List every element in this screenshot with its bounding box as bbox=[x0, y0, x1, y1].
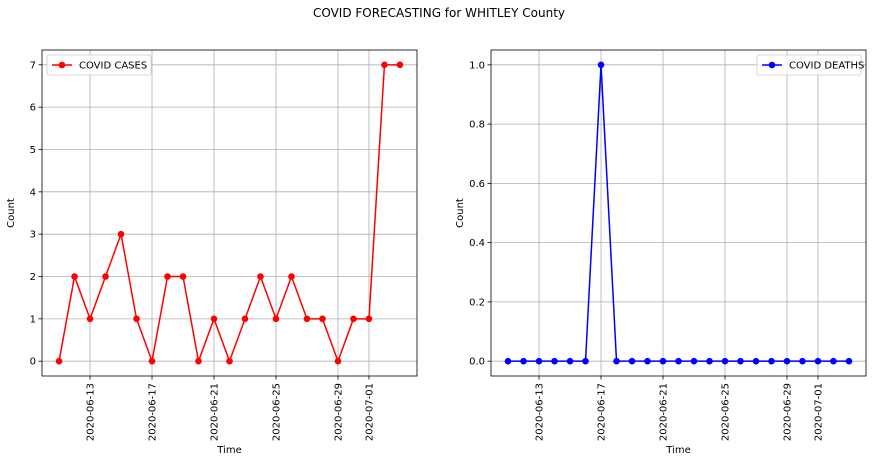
cases-data-point bbox=[179, 273, 187, 280]
cases-data-point bbox=[272, 315, 280, 323]
deaths-data-point bbox=[566, 357, 574, 365]
cases-legend-marker bbox=[58, 61, 66, 69]
deaths-axes-frame bbox=[490, 49, 867, 377]
cases-data-point bbox=[117, 230, 125, 238]
cases-chart: 0 1 2 3 4 5 6 7 2020-06-13 2020-06-17 2020-06-21 20… bbox=[6, 49, 418, 456]
deaths-ytick-label: 0.2 bbox=[469, 297, 485, 308]
deaths-xtick-label: 2020-06-21 bbox=[659, 383, 670, 441]
deaths-legend-box bbox=[756, 54, 862, 76]
cases-data-point bbox=[210, 315, 218, 323]
cases-xtick-label: 2020-06-29 bbox=[333, 383, 344, 441]
cases-ytick-label: 3 bbox=[30, 230, 36, 241]
deaths-xtick-label: 2020-06-29 bbox=[782, 383, 793, 441]
figure-title: COVID FORECASTING for WHITLEY County bbox=[313, 6, 565, 20]
deaths-data-point bbox=[644, 357, 651, 365]
cases-data-point bbox=[102, 273, 109, 280]
cases-xtick-label: 2020-06-21 bbox=[210, 383, 221, 441]
cases-data-point bbox=[86, 315, 94, 323]
cases-xtick-label: 2020-07-01 bbox=[364, 383, 375, 441]
deaths-xtick-label: 2020-07-01 bbox=[813, 383, 824, 441]
cases-ytick-label: 2 bbox=[30, 272, 36, 283]
deaths-data-point bbox=[659, 357, 667, 365]
cases-data-point bbox=[365, 315, 373, 323]
deaths-data-point bbox=[814, 357, 822, 365]
cases-data-point bbox=[381, 61, 388, 69]
cases-data-point bbox=[164, 273, 171, 280]
cases-data-point bbox=[241, 315, 249, 323]
cases-data-point bbox=[350, 315, 357, 323]
deaths-legend-label: COVID DEATHS bbox=[789, 61, 864, 72]
cases-data-point bbox=[319, 315, 326, 323]
deaths-data-point bbox=[721, 357, 729, 365]
deaths-data-point bbox=[551, 357, 558, 365]
deaths-legend-marker bbox=[768, 61, 776, 69]
deaths-data-point bbox=[737, 357, 744, 365]
cases-data-point bbox=[148, 357, 156, 365]
deaths-data-point bbox=[845, 357, 853, 365]
deaths-chart: 0.0 0.2 0.4 0.6 0.8 1.0 2020-06-13 2020-06-17 20… bbox=[455, 49, 867, 456]
cases-data-point bbox=[71, 273, 78, 280]
cases-data-point bbox=[133, 315, 140, 323]
cases-data-point bbox=[303, 315, 311, 323]
deaths-xtick-label: 2020-06-13 bbox=[535, 383, 546, 441]
cases-xtick-label: 2020-06-13 bbox=[86, 383, 97, 441]
deaths-ytick-label: 0.0 bbox=[469, 357, 485, 368]
cases-legend: COVID CASES bbox=[46, 54, 152, 76]
deaths-series-line bbox=[508, 64, 849, 362]
cases-xtick-label: 2020-06-25 bbox=[271, 383, 282, 441]
cases-data-point bbox=[396, 61, 404, 69]
cases-data-point bbox=[195, 357, 202, 365]
cases-ytick-label: 7 bbox=[30, 60, 36, 71]
deaths-data-point bbox=[504, 357, 512, 365]
cases-xtick-label: 2020-06-17 bbox=[148, 383, 159, 441]
deaths-data-point bbox=[799, 357, 806, 365]
cases-data-point bbox=[257, 273, 264, 280]
cases-ytick-label: 0 bbox=[30, 357, 36, 368]
cases-data-point bbox=[226, 357, 233, 365]
cases-data-point bbox=[55, 357, 63, 365]
cases-ytick-label: 6 bbox=[30, 103, 36, 114]
deaths-xtick-label: 2020-06-17 bbox=[597, 383, 608, 441]
deaths-data-point bbox=[783, 357, 791, 365]
cases-series-line bbox=[58, 64, 400, 365]
deaths-xaxis-label: Time bbox=[665, 445, 690, 456]
deaths-ytick-label: 1.0 bbox=[469, 60, 485, 71]
deaths-ytick-label: 0.6 bbox=[469, 179, 485, 190]
deaths-data-point bbox=[613, 357, 620, 365]
cases-yaxis-label: Count bbox=[6, 198, 17, 228]
cases-ytick-label: 4 bbox=[30, 187, 36, 198]
cases-ytick-label: 1 bbox=[30, 314, 36, 325]
deaths-data-point bbox=[706, 357, 713, 365]
deaths-data-point bbox=[582, 357, 589, 365]
deaths-data-point bbox=[597, 61, 605, 69]
cases-data-point bbox=[334, 357, 342, 365]
cases-axes-frame bbox=[41, 49, 418, 377]
cases-data-point bbox=[288, 273, 295, 280]
deaths-data-point bbox=[535, 357, 543, 365]
deaths-ytick-label: 0.8 bbox=[469, 120, 485, 131]
deaths-data-point bbox=[768, 357, 775, 365]
deaths-ytick-label: 0.4 bbox=[469, 238, 485, 249]
deaths-data-point bbox=[675, 357, 682, 365]
deaths-data-point bbox=[690, 357, 698, 365]
deaths-data-point bbox=[520, 357, 527, 365]
deaths-yaxis-label: Count bbox=[455, 198, 466, 228]
deaths-xtick-label: 2020-06-25 bbox=[720, 383, 731, 441]
cases-ytick-label: 5 bbox=[30, 145, 36, 156]
deaths-data-point bbox=[830, 357, 837, 365]
cases-legend-label: COVID CASES bbox=[79, 61, 147, 72]
cases-legend-box bbox=[46, 54, 152, 76]
cases-xaxis-label: Time bbox=[216, 445, 241, 456]
deaths-data-point bbox=[628, 357, 636, 365]
deaths-data-point bbox=[752, 357, 760, 365]
deaths-legend: COVID DEATHS bbox=[756, 54, 864, 76]
